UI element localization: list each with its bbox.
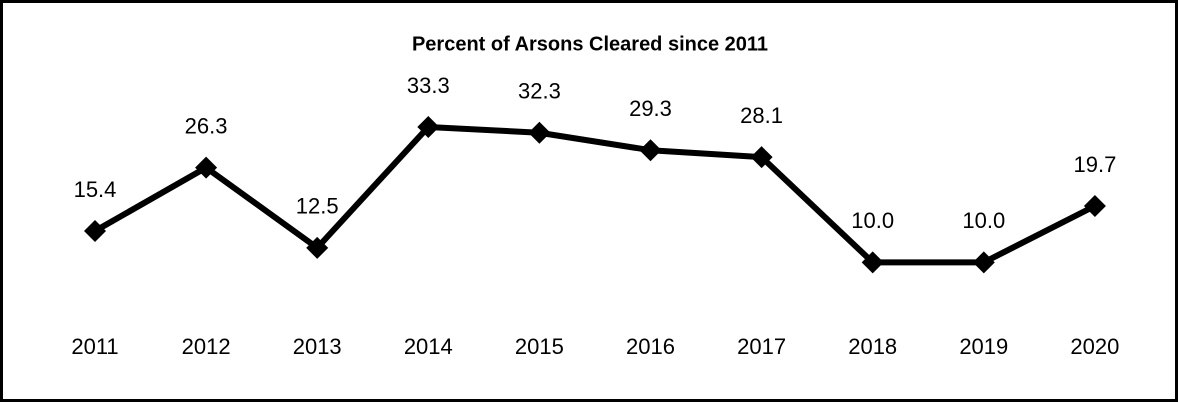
x-tick-label: 2014 bbox=[404, 334, 453, 359]
chart-title: Percent of Arsons Cleared since 2011 bbox=[412, 33, 768, 55]
x-tick-label: 2013 bbox=[293, 334, 342, 359]
marker bbox=[861, 251, 884, 274]
data-label: 32.3 bbox=[518, 79, 561, 104]
x-tick-label: 2012 bbox=[182, 334, 231, 359]
x-tick-label: 2015 bbox=[515, 334, 564, 359]
x-tick-label: 2016 bbox=[626, 334, 675, 359]
marker bbox=[639, 139, 662, 162]
marker bbox=[528, 121, 551, 144]
data-label: 28.1 bbox=[740, 103, 783, 128]
marker bbox=[972, 251, 995, 274]
x-tick-label: 2011 bbox=[71, 334, 118, 359]
data-label: 33.3 bbox=[407, 73, 450, 98]
data-label: 10.0 bbox=[962, 208, 1005, 233]
data-label: 10.0 bbox=[851, 208, 894, 233]
marker bbox=[84, 219, 106, 242]
x-tick-label: 2017 bbox=[737, 334, 786, 359]
marker bbox=[195, 156, 218, 179]
data-label: 29.3 bbox=[629, 96, 672, 121]
marker bbox=[417, 115, 440, 138]
x-tick-label: 2020 bbox=[1070, 334, 1119, 359]
data-label: 12.5 bbox=[296, 194, 339, 219]
marker bbox=[750, 146, 773, 169]
data-label: 15.4 bbox=[74, 177, 117, 202]
x-tick-label: 2019 bbox=[959, 334, 1008, 359]
marker bbox=[1083, 194, 1106, 217]
marker bbox=[306, 236, 329, 259]
x-tick-label: 2018 bbox=[848, 334, 897, 359]
data-label: 26.3 bbox=[185, 113, 228, 138]
line bbox=[93, 123, 1097, 266]
data-label: 19.7 bbox=[1073, 152, 1116, 177]
